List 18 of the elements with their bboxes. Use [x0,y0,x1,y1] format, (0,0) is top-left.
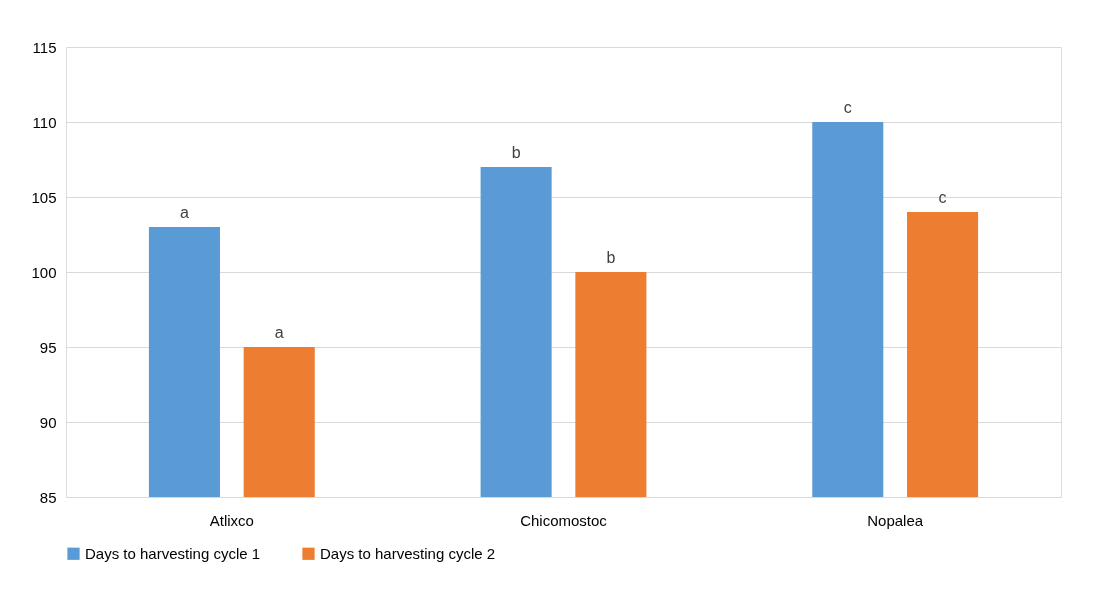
x-tick-label: Atlixco [209,511,254,529]
y-tick-label: 100 [31,263,57,281]
x-tick-label: Nopalea [867,511,924,529]
y-tick-label: 85 [39,488,57,506]
legend-label: Days to harvesting cycle 1 [85,544,261,562]
y-tick-label: 105 [31,188,57,206]
y-tick-label: 95 [39,338,57,356]
y-tick-label: 115 [32,38,57,56]
y-tick-label: 90 [39,413,57,431]
data-label: b [606,249,616,266]
data-label: b [511,144,521,161]
data-label: a [274,324,284,341]
x-tick-label: Chicomostoc [520,511,608,529]
y-tick-label: 110 [32,113,57,131]
data-label: c [938,189,947,206]
data-label: c [843,99,852,116]
legend-label: Days to harvesting cycle 2 [320,544,496,562]
data-label: a [180,204,189,221]
